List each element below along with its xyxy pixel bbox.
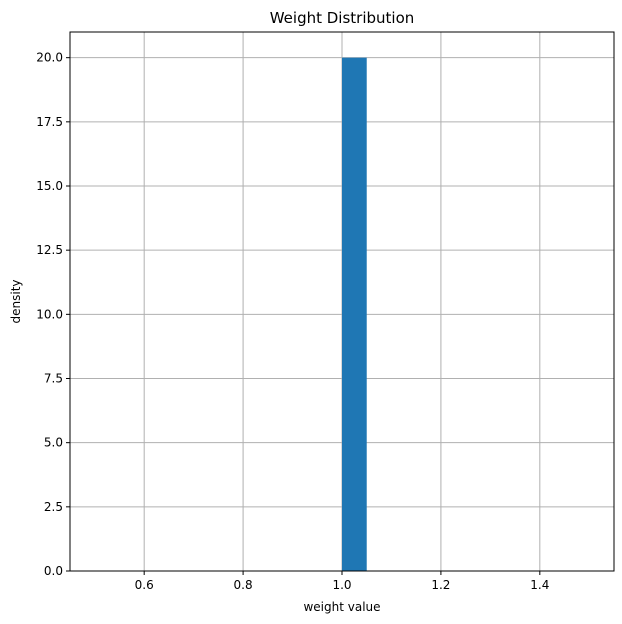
y-tick-label: 0.0 — [44, 564, 63, 578]
histogram-bar — [342, 57, 367, 571]
y-tick-label: 5.0 — [44, 436, 63, 450]
y-tick-label: 17.5 — [36, 115, 63, 129]
x-tick-label: 1.4 — [530, 578, 549, 592]
x-axis-ticks: 0.6 0.8 1.0 1.2 1.4 — [135, 571, 549, 592]
y-tick-label: 20.0 — [36, 51, 63, 65]
y-tick-label: 15.0 — [36, 179, 63, 193]
x-axis-label: weight value — [303, 600, 380, 614]
y-axis-ticks: 0.0 2.5 5.0 7.5 10.0 12.5 15.0 17.5 20.0 — [36, 51, 70, 578]
y-tick-label: 7.5 — [44, 372, 63, 386]
x-tick-label: 0.6 — [135, 578, 154, 592]
y-tick-label: 2.5 — [44, 500, 63, 514]
x-tick-label: 1.2 — [431, 578, 450, 592]
x-tick-label: 1.0 — [332, 578, 351, 592]
x-tick-label: 0.8 — [234, 578, 253, 592]
y-axis-label: density — [9, 280, 23, 324]
y-tick-label: 12.5 — [36, 243, 63, 257]
histogram-bars — [342, 57, 367, 571]
chart-title: Weight Distribution — [270, 9, 415, 27]
y-tick-label: 10.0 — [36, 307, 63, 321]
